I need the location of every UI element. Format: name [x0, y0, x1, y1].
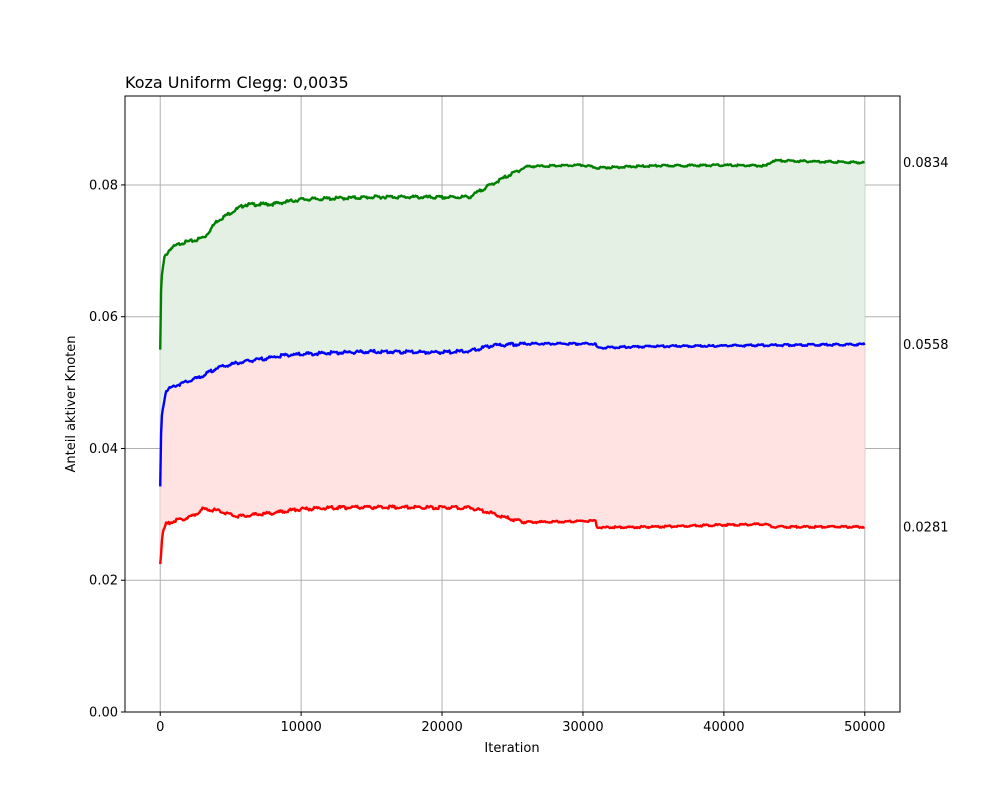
y-tick-label: 0.08 [89, 178, 118, 193]
y-tick-label: 0.06 [89, 310, 118, 325]
series-end-label: 0.0834 [903, 156, 949, 171]
series-end-label: 0.0558 [903, 338, 949, 353]
band-fill [160, 343, 865, 564]
series-end-label: 0.0281 [903, 520, 949, 535]
x-tick-label: 40000 [703, 720, 744, 735]
x-tick-label: 30000 [562, 720, 603, 735]
x-axis-label: Iteration [484, 741, 539, 756]
y-tick-label: 0.02 [89, 574, 118, 589]
chart-title: Koza Uniform Clegg: 0,0035 [125, 73, 349, 92]
x-tick-label: 0 [156, 720, 164, 735]
series-end-labels: 0.0834 0.0558 0.0281 [903, 156, 949, 535]
series-line [159, 341, 866, 487]
y-axis-label: Anteil aktiver Knoten [64, 335, 79, 472]
y-axis-ticks: 0.00 0.02 0.04 0.06 0.08 [89, 178, 125, 721]
y-tick-label: 0.00 [89, 706, 118, 721]
plot-frame [124, 95, 901, 713]
band-fills [160, 160, 865, 564]
x-axis-ticks: 0 10000 20000 30000 40000 50000 [156, 712, 885, 735]
x-tick-label: 20000 [421, 720, 462, 735]
x-tick-label: 50000 [844, 720, 885, 735]
series-line [159, 504, 866, 565]
series-lines [159, 158, 866, 565]
series-line [159, 158, 865, 350]
band-fill [160, 160, 865, 488]
x-tick-label: 10000 [280, 720, 321, 735]
y-tick-label: 0.04 [89, 442, 118, 457]
